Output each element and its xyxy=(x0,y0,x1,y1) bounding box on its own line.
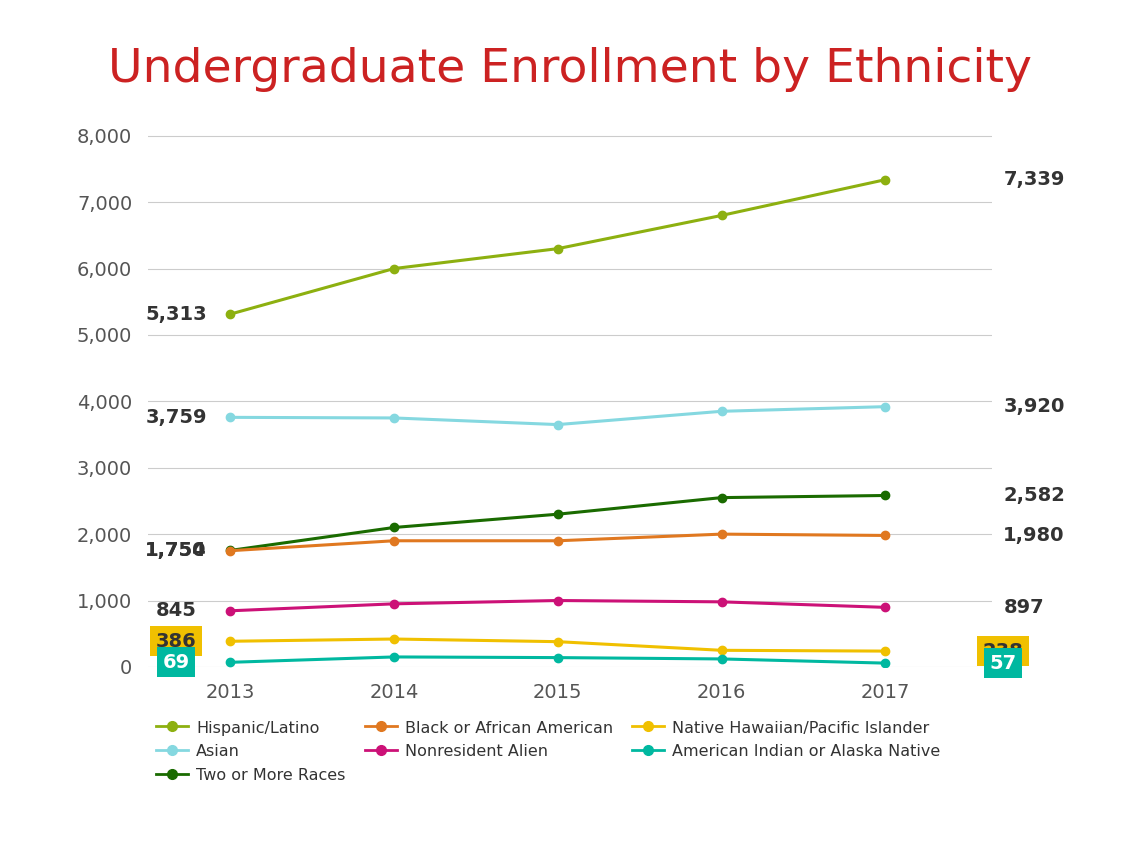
Legend: Hispanic/Latino, Asian, Two or More Races, Black or African American, Nonresiden: Hispanic/Latino, Asian, Two or More Race… xyxy=(156,720,940,783)
Text: 845: 845 xyxy=(155,601,196,620)
Text: 1,750: 1,750 xyxy=(145,541,206,560)
Text: 386: 386 xyxy=(156,632,196,651)
Text: 1,980: 1,980 xyxy=(1003,526,1065,545)
Text: 3,759: 3,759 xyxy=(145,408,206,427)
Text: 5,313: 5,313 xyxy=(145,304,206,324)
Text: 238: 238 xyxy=(983,641,1024,661)
Text: 69: 69 xyxy=(163,653,189,672)
Title: Undergraduate Enrollment by Ethnicity: Undergraduate Enrollment by Ethnicity xyxy=(108,47,1032,91)
Text: 3,920: 3,920 xyxy=(1003,398,1065,416)
Text: 1,754: 1,754 xyxy=(145,541,207,560)
Text: 57: 57 xyxy=(990,653,1017,673)
Text: 897: 897 xyxy=(1003,598,1044,616)
Text: 2,582: 2,582 xyxy=(1003,486,1065,505)
Text: 7,339: 7,339 xyxy=(1003,170,1065,189)
